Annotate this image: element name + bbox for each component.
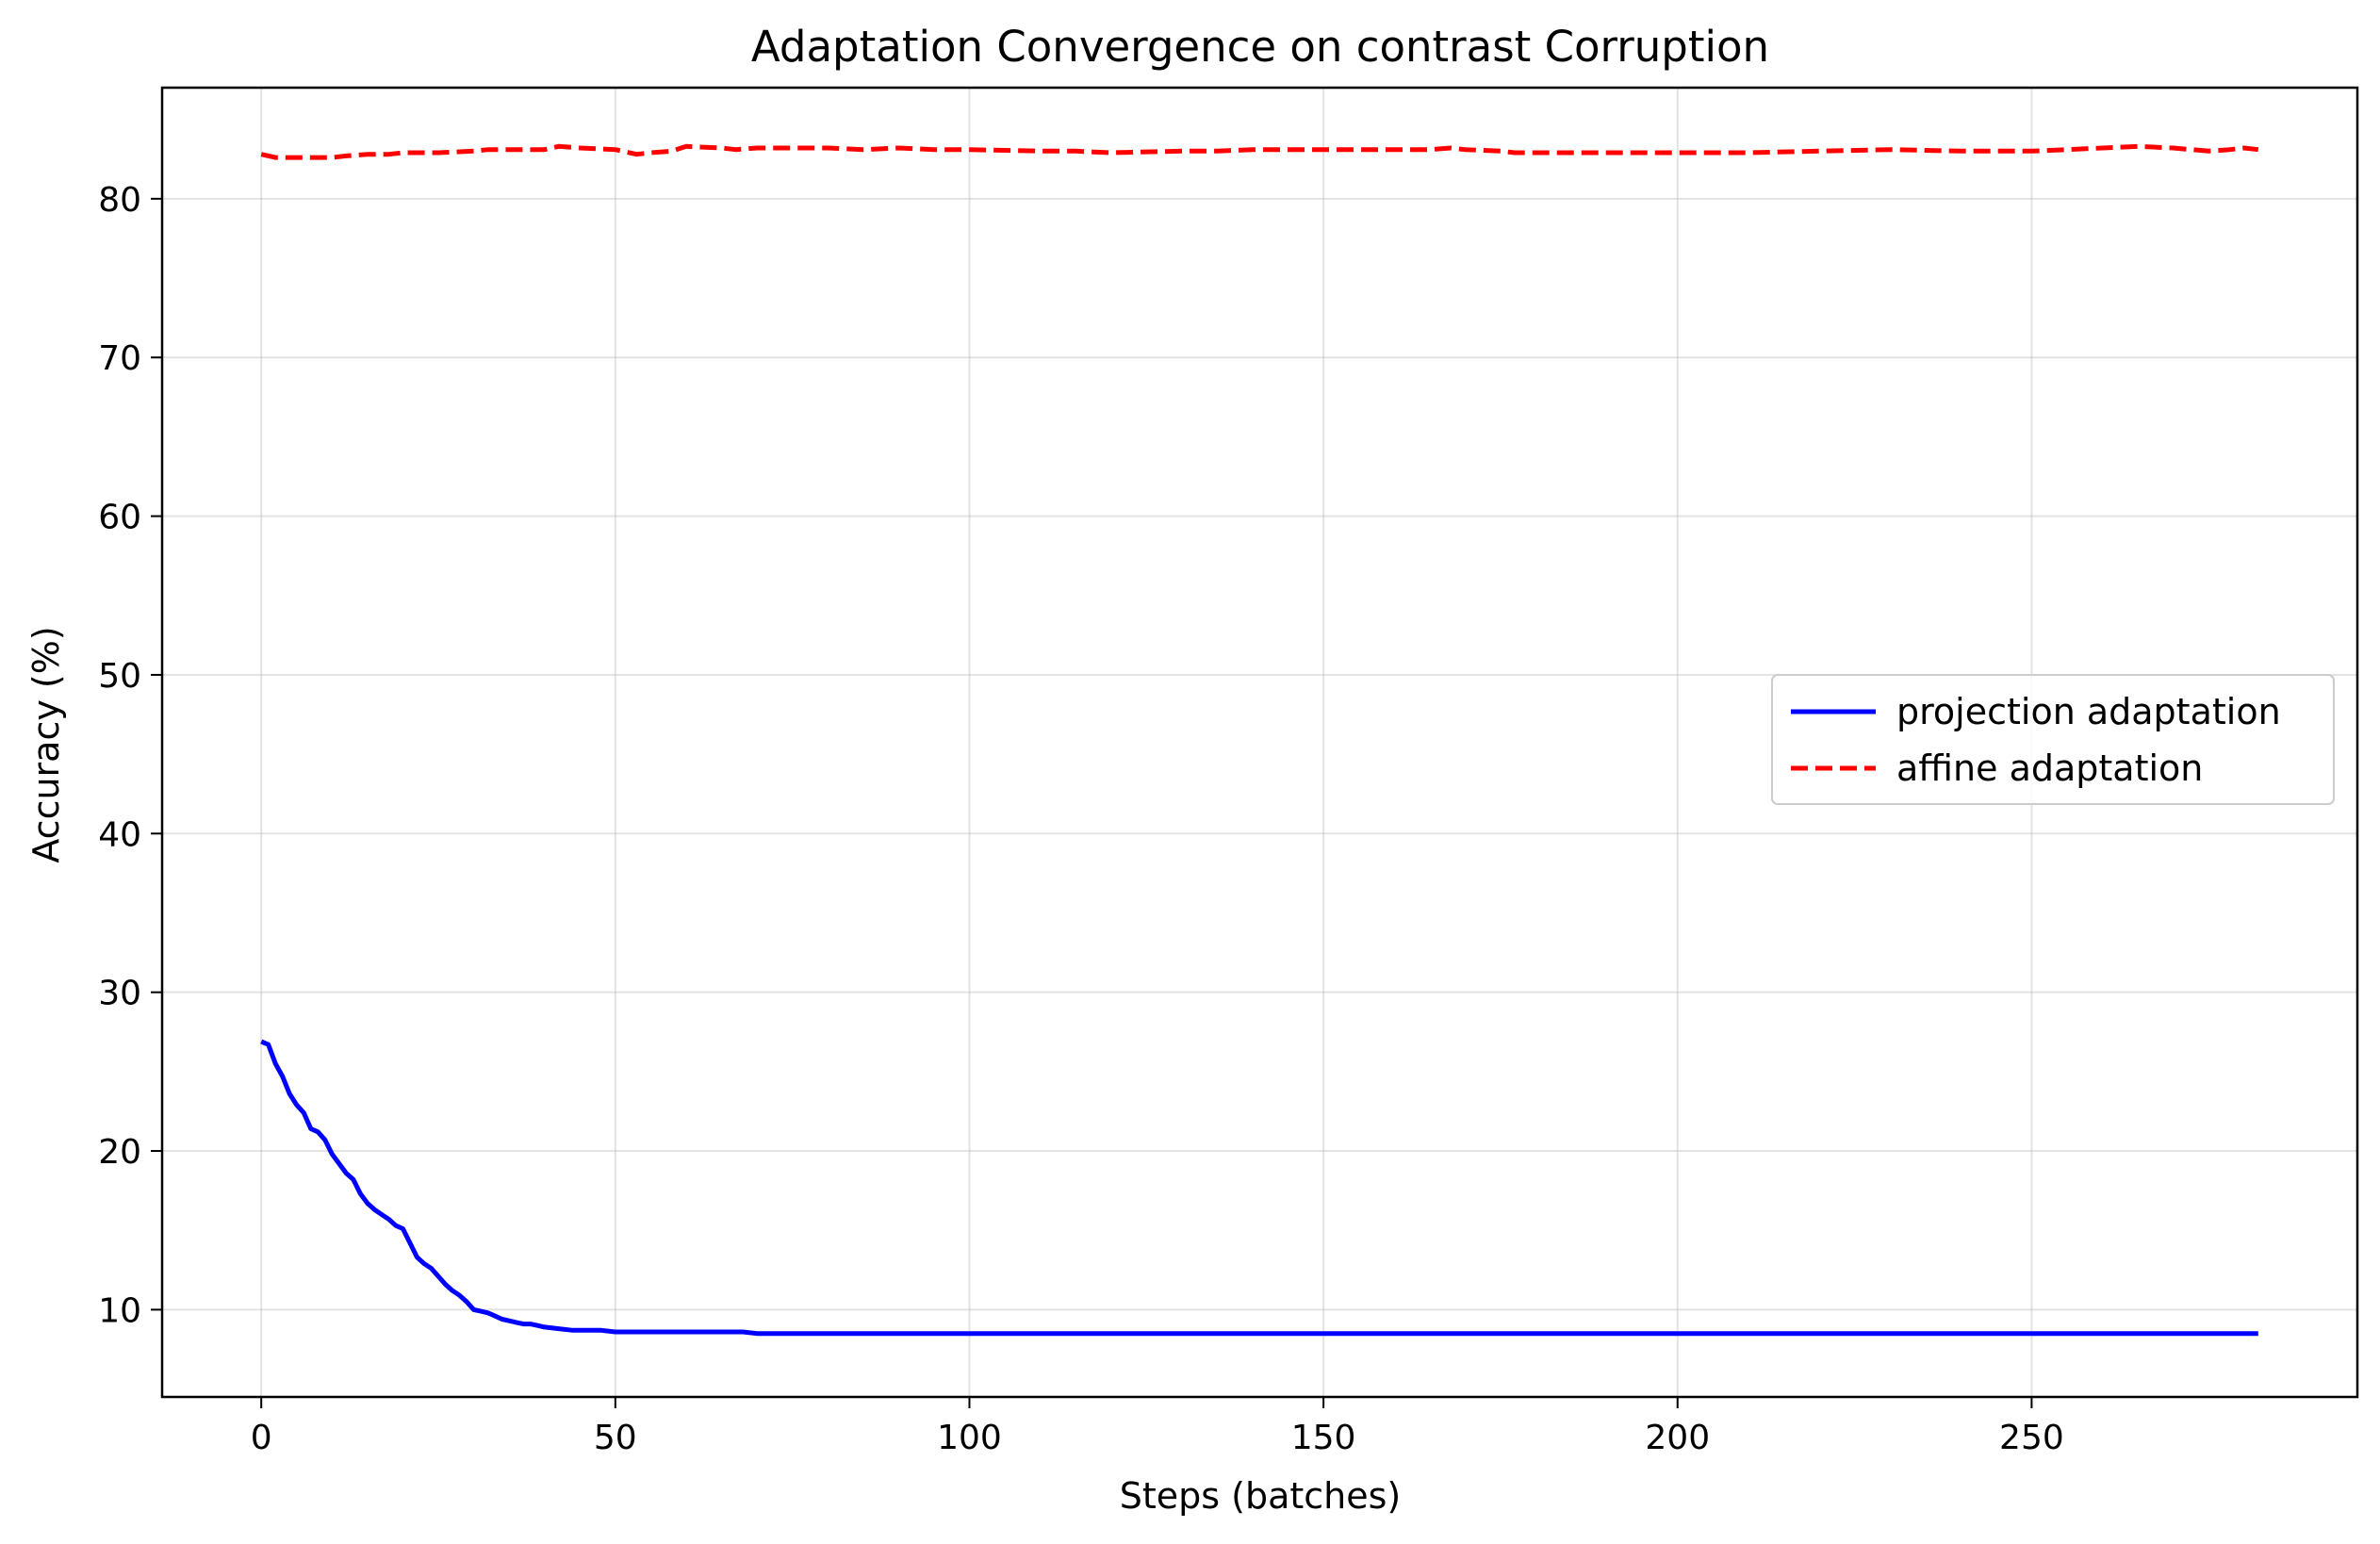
plot-series: [260, 143, 2259, 1337]
chart-title: Adaptation Convergence on contrast Corru…: [751, 22, 1769, 72]
plot-area-frame: [160, 86, 2359, 1399]
axis-ticks: 0 50 100 150 200 250 10 20 30 40 50 60 70 80: [98, 181, 2064, 1457]
legend: projection adaptation affine adaptation: [1771, 674, 2335, 805]
x-tick-label-0: 0: [251, 1419, 272, 1457]
y-tick-label-30: 30: [98, 975, 141, 1013]
y-axis-label: Accuracy (%): [25, 626, 67, 862]
x-tick-label-100: 100: [937, 1419, 1002, 1457]
y-tick-label-60: 60: [98, 499, 141, 537]
y-tick-label-50: 50: [98, 657, 141, 696]
x-tick-label-200: 200: [1645, 1419, 1710, 1457]
legend-label-projection-adaptation: projection adaptation: [1896, 691, 2281, 732]
y-tick-label-10: 10: [98, 1291, 141, 1330]
y-tick-label-80: 80: [98, 181, 141, 220]
series-line-projection-adaptation: [260, 1039, 2258, 1337]
x-tick-label-50: 50: [594, 1419, 637, 1457]
y-tick-label-20: 20: [98, 1133, 141, 1172]
x-axis-label: Steps (batches): [1120, 1475, 1402, 1517]
series-line-affine-adaptation: [260, 143, 2259, 160]
legend-label-affine-adaptation: affine adaptation: [1896, 747, 2203, 789]
y-tick-label-40: 40: [98, 815, 141, 854]
x-tick-label-250: 250: [1999, 1419, 2064, 1457]
y-tick-label-70: 70: [98, 339, 141, 378]
x-tick-label-150: 150: [1291, 1419, 1356, 1457]
legend-box: [1771, 674, 2335, 805]
